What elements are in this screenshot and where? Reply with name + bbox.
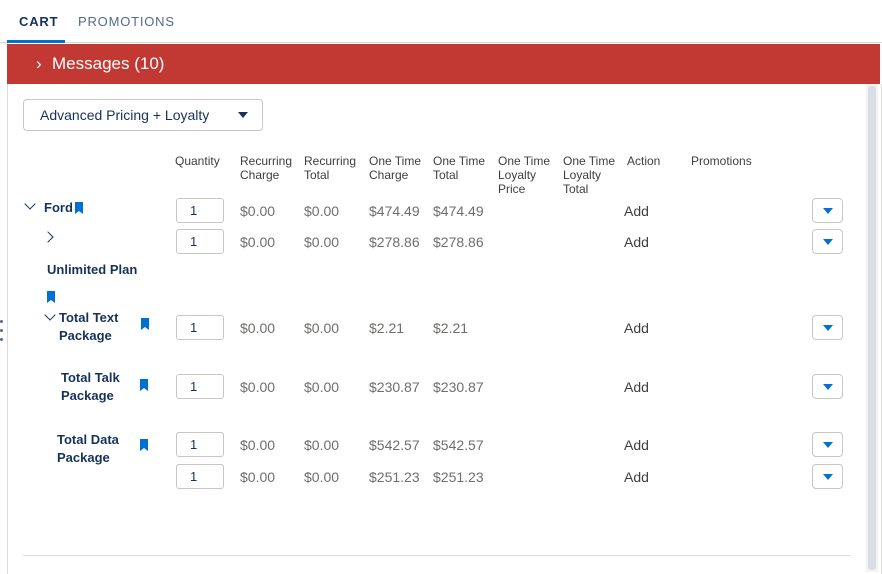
bookmark-icon (140, 379, 148, 391)
one-time-total-value: $251.23 (433, 469, 484, 485)
one-time-charge-value: $542.57 (369, 437, 420, 453)
caret-down-icon (823, 384, 833, 390)
tree-item-total-talk-package[interactable]: Total Talk Package (61, 370, 120, 403)
recurring-total-value: $0.00 (304, 437, 340, 453)
recurring-charge-value: $0.00 (240, 437, 276, 453)
header-one-time-loyalty-total: One Time Loyalty Total (563, 154, 616, 196)
header-promotions: Promotions (691, 154, 752, 168)
recurring-charge-value: $0.00 (240, 203, 276, 219)
one-time-charge-value: $278.86 (369, 234, 420, 250)
bookmark-icon (75, 202, 83, 214)
add-link[interactable]: Add (624, 320, 649, 336)
tab-cart[interactable]: CART (19, 14, 59, 29)
divider (23, 555, 850, 556)
pricing-plan-value: Advanced Pricing + Loyalty (40, 107, 210, 123)
add-link[interactable]: Add (624, 234, 649, 250)
recurring-total-value: $0.00 (304, 320, 340, 336)
quantity-input[interactable]: 1 (176, 229, 224, 254)
quantity-input[interactable]: 1 (176, 432, 224, 457)
one-time-total-value: $474.49 (433, 203, 484, 219)
add-link[interactable]: Add (624, 203, 649, 219)
messages-banner[interactable]: › Messages (10) (7, 44, 880, 84)
quantity-input[interactable]: 1 (176, 374, 224, 399)
header-one-time-charge: One Time Charge (369, 154, 422, 182)
bookmark-icon (140, 439, 148, 451)
one-time-charge-value: $474.49 (369, 203, 420, 219)
tab-bar (0, 0, 882, 43)
drag-handle-icon[interactable] (0, 320, 3, 350)
pricing-plan-select[interactable]: Advanced Pricing + Loyalty (23, 99, 263, 131)
caret-down-icon (823, 208, 833, 214)
header-one-time-loyalty-price: One Time Loyalty Price (498, 154, 551, 196)
quantity-input[interactable]: 1 (176, 198, 224, 223)
add-link[interactable]: Add (624, 437, 649, 453)
bookmark-icon (47, 291, 55, 303)
caret-down-icon (823, 325, 833, 331)
recurring-charge-value: $0.00 (240, 379, 276, 395)
recurring-total-value: $0.00 (304, 234, 340, 250)
caret-down-icon (823, 442, 833, 448)
tree-item-ford[interactable]: Ford (44, 200, 73, 215)
recurring-total-value: $0.00 (304, 203, 340, 219)
chevron-right-icon: › (36, 54, 42, 73)
tree-item-total-text-package[interactable]: Total Text Package (59, 310, 119, 343)
quantity-input[interactable]: 1 (176, 315, 224, 340)
one-time-charge-value: $230.87 (369, 379, 420, 395)
recurring-charge-value: $0.00 (240, 469, 276, 485)
one-time-charge-value: $251.23 (369, 469, 420, 485)
tree-item-total-data-package[interactable]: Total Data Package (57, 432, 119, 465)
row-actions-button[interactable] (812, 432, 843, 457)
one-time-total-value: $2.21 (433, 320, 469, 336)
tab-promotions[interactable]: PROMOTIONS (78, 14, 175, 29)
recurring-charge-value: $0.00 (240, 320, 276, 336)
one-time-total-value: $542.57 (433, 437, 484, 453)
active-tab-indicator (7, 40, 65, 43)
row-actions-button[interactable] (812, 198, 843, 223)
caret-down-icon (238, 112, 248, 118)
add-link[interactable]: Add (624, 379, 649, 395)
caret-down-icon (823, 239, 833, 245)
quantity-input[interactable]: 1 (176, 464, 224, 489)
header-recurring-total: Recurring Total (304, 154, 357, 182)
messages-title: Messages (10) (52, 54, 165, 73)
row-actions-button[interactable] (812, 229, 843, 254)
add-link[interactable]: Add (624, 469, 649, 485)
bookmark-icon (141, 318, 149, 330)
header-recurring-charge: Recurring Charge (240, 154, 293, 182)
recurring-total-value: $0.00 (304, 469, 340, 485)
one-time-total-value: $230.87 (433, 379, 484, 395)
row-actions-button[interactable] (812, 464, 843, 489)
header-one-time-total: One Time Total (433, 154, 486, 182)
recurring-total-value: $0.00 (304, 379, 340, 395)
scrollbar-thumb[interactable] (868, 86, 876, 570)
one-time-total-value: $278.86 (433, 234, 484, 250)
recurring-charge-value: $0.00 (240, 234, 276, 250)
row-actions-button[interactable] (812, 315, 843, 340)
header-quantity: Quantity (175, 154, 220, 168)
one-time-charge-value: $2.21 (369, 320, 405, 336)
tree-item-unlimited-plan[interactable]: Unlimited Plan (47, 262, 138, 277)
caret-down-icon (823, 474, 833, 480)
row-actions-button[interactable] (812, 374, 843, 399)
header-action: Action (627, 154, 661, 168)
